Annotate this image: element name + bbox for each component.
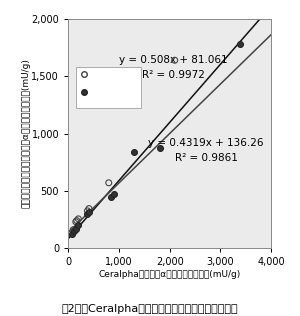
Point bbox=[85, 208, 90, 213]
Point bbox=[172, 58, 177, 63]
Point bbox=[76, 216, 81, 222]
Point bbox=[87, 210, 92, 215]
Point bbox=[85, 212, 90, 217]
Point bbox=[87, 206, 92, 211]
Point bbox=[132, 149, 136, 155]
Point bbox=[74, 219, 78, 224]
Point bbox=[106, 180, 111, 185]
Point bbox=[75, 223, 80, 228]
Point bbox=[70, 232, 75, 237]
Point bbox=[71, 229, 76, 234]
Point bbox=[237, 42, 242, 47]
Text: ○ホクシン: ○ホクシン bbox=[94, 69, 125, 79]
Text: ●ハルユタカ: ●ハルユタカ bbox=[94, 87, 131, 97]
Text: R² = 0.9972: R² = 0.9972 bbox=[142, 70, 205, 80]
Point bbox=[74, 218, 79, 223]
Point bbox=[111, 192, 116, 197]
Point bbox=[74, 227, 78, 232]
Text: 囲2．　Ceralpha法とドライケミストリー法の関係: 囲2． Ceralpha法とドライケミストリー法の関係 bbox=[62, 304, 238, 314]
X-axis label: Ceralpha法によるαアミラーゼ活性値(mU/g): Ceralpha法によるαアミラーゼ活性値(mU/g) bbox=[99, 270, 241, 279]
Point bbox=[109, 194, 114, 199]
Point bbox=[71, 227, 76, 232]
Point bbox=[157, 146, 162, 151]
Bar bbox=[76, 67, 141, 108]
Y-axis label: ドライケミストリー法によるαアミラーゼ活性値(mU/g): ドライケミストリー法によるαアミラーゼ活性値(mU/g) bbox=[21, 58, 30, 209]
Text: y = 0.4319x + 136.26: y = 0.4319x + 136.26 bbox=[148, 138, 264, 148]
Text: R² = 0.9861: R² = 0.9861 bbox=[175, 153, 238, 163]
Text: y = 0.508x + 81.061: y = 0.508x + 81.061 bbox=[119, 55, 228, 65]
